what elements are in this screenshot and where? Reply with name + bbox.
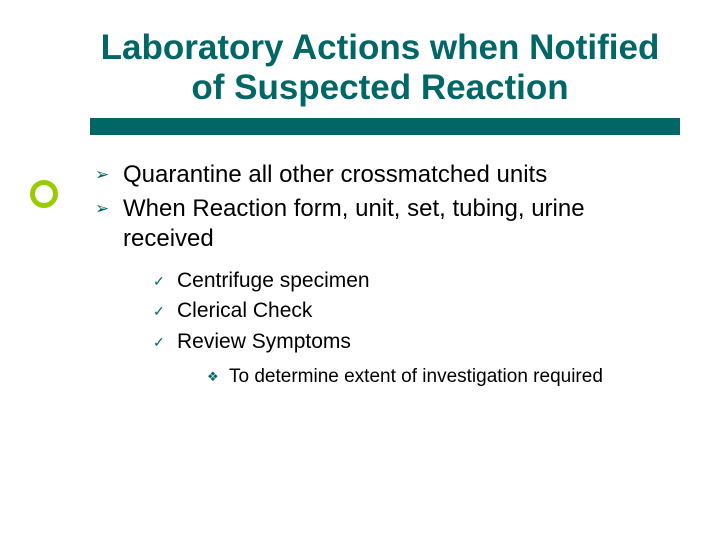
list-item: ❖ To determine extent of investigation r… [207,365,680,389]
list-item-text: When Reaction form, unit, set, tubing, u… [123,194,680,254]
sub-sublist: ❖ To determine extent of investigation r… [207,365,680,389]
list-item-text: Review Symptoms [177,329,351,355]
sublist: ✓ Centrifuge specimen ✓ Clerical Check ✓… [153,268,680,389]
list-item-text: Clerical Check [177,298,312,324]
list-item: ✓ Centrifuge specimen [153,268,680,294]
list-item-text: Centrifuge specimen [177,268,370,294]
content-area: ➢ Quarantine all other crossmatched unit… [95,160,680,392]
slide-title: Laboratory Actions when Notified of Susp… [80,28,680,109]
list-item: ➢ When Reaction form, unit, set, tubing,… [95,194,680,254]
list-item: ➢ Quarantine all other crossmatched unit… [95,160,680,190]
check-bullet-icon: ✓ [153,268,177,294]
title-line-1: Laboratory Actions when Notified [80,28,680,68]
title-line-2: of Suspected Reaction [80,68,680,108]
arrow-bullet-icon: ➢ [95,194,123,224]
diamond-bullet-icon: ❖ [207,365,229,389]
accent-circle-icon [30,180,58,208]
list-item-text: Quarantine all other crossmatched units [123,160,547,190]
check-bullet-icon: ✓ [153,298,177,324]
list-item-text: To determine extent of investigation req… [229,365,603,389]
check-bullet-icon: ✓ [153,329,177,355]
arrow-bullet-icon: ➢ [95,160,123,190]
list-item: ✓ Review Symptoms [153,329,680,355]
list-item: ✓ Clerical Check [153,298,680,324]
title-underline [90,118,680,135]
